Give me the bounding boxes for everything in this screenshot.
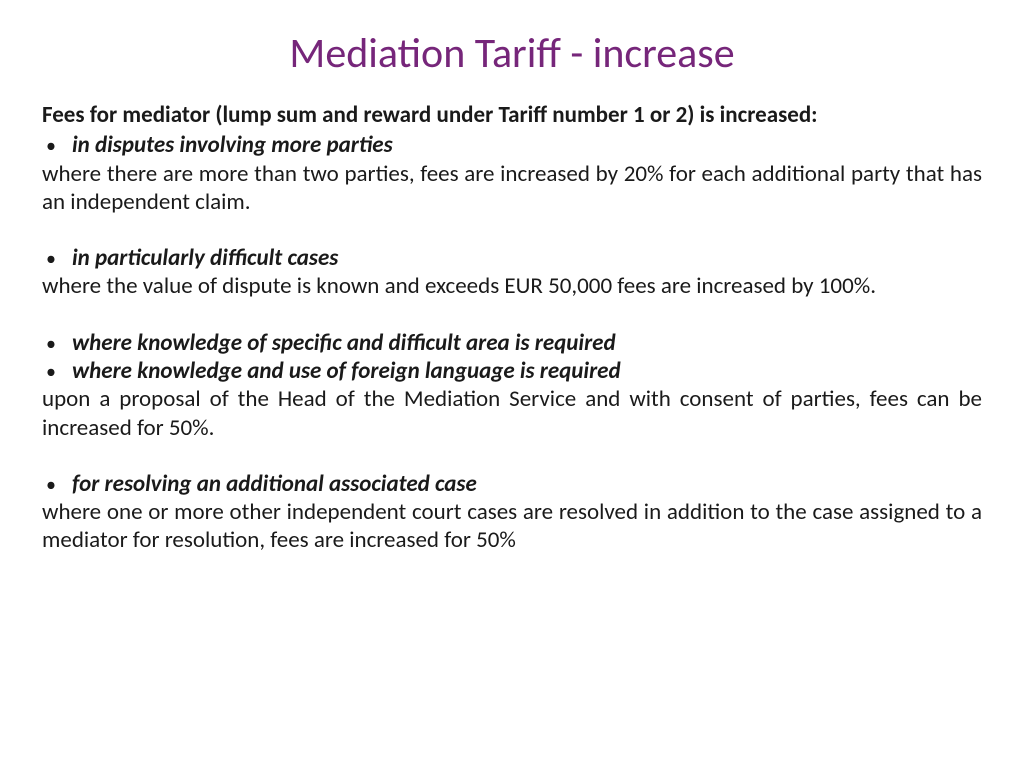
bullet-line: •where knowledge of specific and difficu… xyxy=(42,329,982,357)
bullet-text: for resolving an additional associated c… xyxy=(72,470,477,498)
bullet-dot-icon: • xyxy=(46,136,72,156)
bullet-text: where knowledge of specific and difficul… xyxy=(72,329,616,357)
bullet-text: in particularly difficult cases xyxy=(72,244,338,272)
section: •where knowledge of specific and difficu… xyxy=(42,329,982,442)
bullet-line: •in disputes involving more parties xyxy=(42,131,982,159)
bullet-line: •where knowledge and use of foreign lang… xyxy=(42,357,982,385)
bullet-dot-icon: • xyxy=(46,475,72,495)
sections-container: •in disputes involving more partieswhere… xyxy=(42,131,982,554)
bullet-text: in disputes involving more parties xyxy=(72,131,393,159)
section-gap xyxy=(42,218,982,244)
section-description: where the value of dispute is known and … xyxy=(42,272,982,300)
bullet-dot-icon: • xyxy=(46,334,72,354)
bullet-text: where knowledge and use of foreign langu… xyxy=(72,357,621,385)
bullet-line: •in particularly difficult cases xyxy=(42,244,982,272)
section-gap xyxy=(42,303,982,329)
section-description: where there are more than two parties, f… xyxy=(42,160,982,217)
slide-title: Mediation Tariff - increase xyxy=(42,28,982,79)
section: •in particularly difficult caseswhere th… xyxy=(42,244,982,301)
section: •in disputes involving more partieswhere… xyxy=(42,131,982,216)
section-gap xyxy=(42,444,982,470)
intro-text: Fees for mediator (lump sum and reward u… xyxy=(42,101,982,129)
section: •for resolving an additional associated … xyxy=(42,470,982,555)
bullet-line: •for resolving an additional associated … xyxy=(42,470,982,498)
bullet-dot-icon: • xyxy=(46,249,72,269)
bullet-dot-icon: • xyxy=(46,362,72,382)
section-description: where one or more other independent cour… xyxy=(42,498,982,555)
section-description: upon a proposal of the Head of the Media… xyxy=(42,385,982,442)
